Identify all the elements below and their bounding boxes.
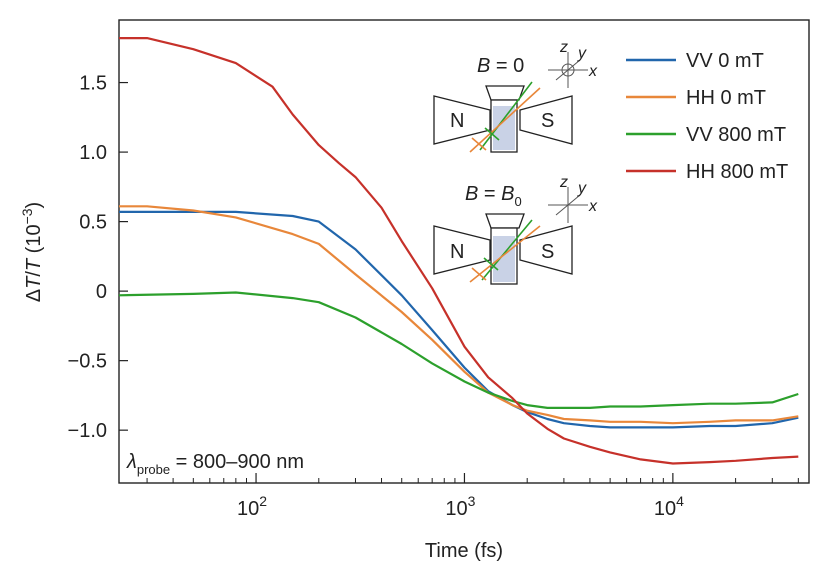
y-label-delta: Δ <box>23 289 45 302</box>
x-axis-label: Time (fs) <box>425 540 503 562</box>
inset1-n: N <box>450 110 464 132</box>
y-label-unit-exp: −3 <box>19 208 35 224</box>
legend-label: VV 800 mT <box>686 124 786 146</box>
x-tick-exp: 2 <box>259 493 267 509</box>
y-label-unit-close: ) <box>23 202 45 209</box>
y-label-unit-open: (10 <box>23 224 45 258</box>
y-tick-label: −1.0 <box>68 420 107 442</box>
x-tick-base: 10 <box>445 498 467 520</box>
y-label-t1: T <box>23 275 45 289</box>
inset2-s: S <box>541 241 554 263</box>
inset1-x: x <box>588 63 598 80</box>
annot-lambda: λ <box>126 451 137 473</box>
inset2-orange-beam-icon <box>469 225 541 283</box>
inset-field-zero: B = 0 z y x N S <box>433 39 598 153</box>
inset2-x: x <box>588 198 598 215</box>
x-tick-base: 10 <box>237 498 259 520</box>
legend-label: VV 0 mT <box>686 50 764 72</box>
series-lines <box>118 36 799 465</box>
x-tick-label: 104 <box>654 493 684 520</box>
y-tick-label: 1.5 <box>79 73 107 95</box>
inset2-magnet-s-icon <box>519 225 573 275</box>
inset1-green-pol-icon <box>484 127 500 141</box>
x-tick-exp: 3 <box>468 493 476 509</box>
x-tick-exp: 4 <box>676 493 684 509</box>
inset2-y: y <box>577 180 587 197</box>
inset2-n: N <box>450 241 464 263</box>
y-tick-label: 0 <box>96 281 107 303</box>
inset2-field-label: B = B0 <box>465 183 522 209</box>
inset2-sub: 0 <box>514 194 521 209</box>
probe-annotation: λprobe = 800–900 nm <box>126 451 304 477</box>
y-tick-label: −0.5 <box>68 351 107 373</box>
inset1-s: S <box>541 110 554 132</box>
inset1-axes-icon <box>548 52 588 88</box>
series-line-hh-0-mt <box>119 205 799 425</box>
inset1-b: B <box>477 55 490 77</box>
inset1-field-label: B = 0 <box>477 55 524 77</box>
x-tick-label: 103 <box>445 493 475 520</box>
y-axis-label: ΔT/T (10−3) <box>19 202 45 302</box>
inset1-magnet-s-icon <box>519 95 573 145</box>
legend-label: HH 800 mT <box>686 161 788 183</box>
inset2-magnet-n-icon <box>433 225 491 275</box>
inset2-green-beam-icon <box>481 219 533 281</box>
inset2-cuvette-icon <box>485 213 525 285</box>
inset-field-b0: B = B0 z y x N S <box>433 174 598 285</box>
x-tick-label: 102 <box>237 493 267 520</box>
inset2-orange-pol-icon <box>471 267 487 281</box>
series-line-hh-800-mt <box>119 36 799 465</box>
legend-label: HH 0 mT <box>686 87 766 109</box>
inset1-magnet-n-icon <box>433 95 491 145</box>
inset2-axes-icon <box>548 187 588 223</box>
y-tick-label: 1.0 <box>79 142 107 164</box>
y-label-slash: / <box>23 271 45 277</box>
annot-text: = 800–900 nm <box>170 451 304 473</box>
y-tick-label: 0.5 <box>79 212 107 234</box>
inset2-eq: = <box>478 183 501 205</box>
inset2-b0: B <box>501 183 514 205</box>
inset1-cuvette-icon <box>485 85 525 153</box>
inset1-z: z <box>559 39 568 56</box>
inset1-orange-pol-icon <box>471 137 487 151</box>
legend: VV 0 mT HH 0 mT VV 800 mT HH 800 mT <box>626 50 788 183</box>
inset1-orange-beam-icon <box>469 87 541 153</box>
annot-sub: probe <box>137 462 170 477</box>
inset2-b: B <box>465 183 478 205</box>
inset2-z: z <box>559 174 568 191</box>
axis-ticks <box>119 81 799 483</box>
y-label-t2: T <box>23 257 45 271</box>
y-tick-labels: 1.5 1.0 0.5 0 −0.5 −1.0 <box>68 73 107 443</box>
inset1-green-beam-icon <box>479 81 533 151</box>
series-line-vv-800-mt <box>118 291 799 409</box>
inset1-y: y <box>577 45 587 62</box>
x-tick-base: 10 <box>654 498 676 520</box>
inset2-green-pol-icon <box>483 257 499 271</box>
inset1-eq: = 0 <box>490 55 524 77</box>
x-tick-labels: 102 103 104 <box>237 493 684 520</box>
